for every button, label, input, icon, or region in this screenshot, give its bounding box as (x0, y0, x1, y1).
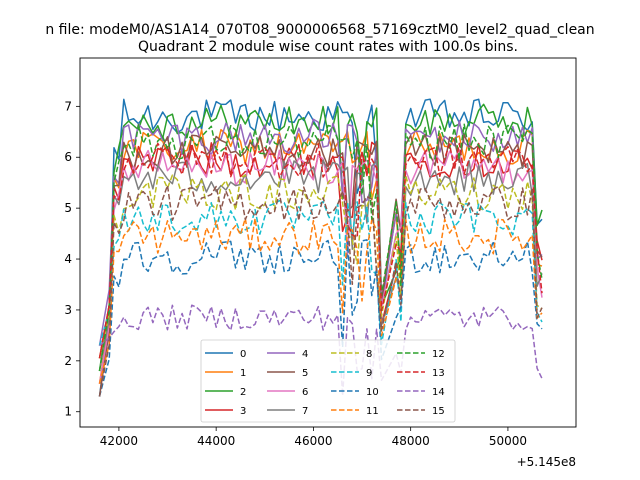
x-tick-label: 46000 (294, 434, 332, 448)
y-tick-label: 6 (64, 150, 72, 164)
legend-label-14: 14 (432, 387, 445, 398)
x-tick-label: 44000 (197, 434, 235, 448)
series-line-8 (98, 174, 543, 359)
y-tick-label: 3 (64, 303, 72, 317)
legend-label-5: 5 (302, 368, 308, 379)
y-tick-label: 5 (64, 201, 72, 215)
legend-label-0: 0 (240, 349, 246, 360)
x-tick-label: 42000 (100, 434, 138, 448)
y-tick-label: 7 (64, 99, 72, 113)
series-line-4 (98, 118, 543, 346)
series-line-7 (98, 159, 543, 372)
series-line-13 (98, 142, 543, 359)
legend-label-10: 10 (366, 387, 379, 398)
series-line-15 (98, 184, 543, 397)
chart-title: Quadrant 2 module wise count rates with … (138, 39, 518, 55)
series-line-12 (98, 123, 543, 372)
legend-label-12: 12 (432, 349, 445, 360)
legend-label-1: 1 (240, 368, 246, 379)
series-line-14 (99, 304, 543, 397)
legend-label-11: 11 (366, 406, 379, 417)
y-tick-label: 2 (64, 354, 72, 368)
legend-box (200, 339, 456, 423)
x-tick-label: 50000 (489, 434, 527, 448)
figure-suptitle: n file: modeM0/AS1A14_070T08_9000006568_… (45, 22, 594, 38)
legend-label-8: 8 (366, 349, 372, 360)
legend-label-2: 2 (240, 387, 246, 398)
legend-label-7: 7 (302, 406, 308, 417)
x-offset-label: +5.145e8 (517, 455, 576, 469)
legend-label-13: 13 (432, 368, 445, 379)
x-tick-label: 48000 (392, 434, 430, 448)
series-line-6 (98, 149, 543, 384)
legend-label-3: 3 (240, 406, 246, 417)
y-axis: 1 2 3 4 5 6 7 (64, 99, 80, 419)
legend-label-15: 15 (432, 406, 445, 417)
plot-lines (98, 98, 543, 397)
legend-label-9: 9 (366, 368, 372, 379)
legend-label-6: 6 (302, 387, 308, 398)
series-line-10 (98, 239, 543, 397)
legend-label-4: 4 (302, 349, 308, 360)
series-line-11 (98, 217, 543, 384)
series-line-2 (98, 103, 543, 372)
plot-frame (79, 57, 577, 428)
x-axis: 42000 44000 46000 48000 50000 (100, 427, 527, 448)
series-line-9 (98, 199, 543, 346)
y-tick-label: 4 (64, 252, 72, 266)
series-line-5 (98, 133, 543, 397)
y-tick-label: 1 (64, 405, 72, 419)
